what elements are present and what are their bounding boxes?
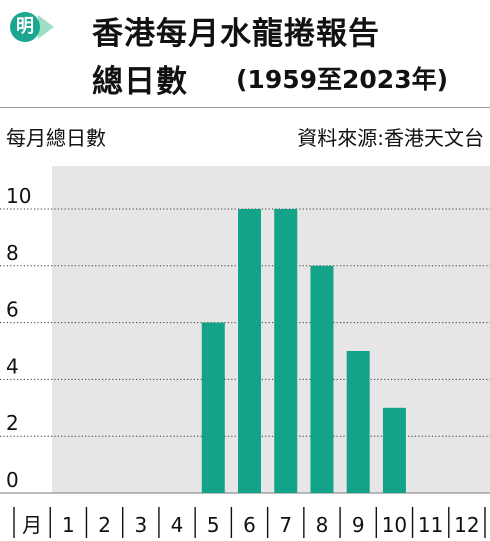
- x-tick-label: 2: [98, 513, 111, 537]
- chart-title-line1: 香港每月水龍捲報告: [92, 16, 380, 52]
- badge-arrow-icon: [38, 15, 54, 39]
- x-tick-label: 11: [418, 513, 443, 537]
- chart-title-line2: 總日數: [92, 64, 188, 100]
- publisher-badge: 明: [8, 8, 68, 44]
- x-tick-label: 4: [171, 513, 184, 537]
- bar-month-10: [382, 407, 406, 493]
- data-source-note: 資料來源:香港天文台: [297, 126, 484, 150]
- bar-month-9: [346, 351, 370, 493]
- badge-character: 明: [16, 16, 34, 37]
- bar-month-6: [238, 209, 261, 493]
- y-tick-label: 6: [6, 298, 19, 322]
- y-axis-title: 每月總日數: [6, 126, 106, 150]
- y-tick-label: 2: [6, 411, 19, 435]
- title-divider: [0, 107, 490, 108]
- y-tick-label: 8: [6, 241, 19, 265]
- x-tick-label: 12: [454, 513, 479, 537]
- x-tick-label: 3: [134, 513, 147, 537]
- y-tick-label: 10: [6, 184, 31, 208]
- plot-background: [52, 166, 490, 493]
- x-tick-label: 1: [62, 513, 75, 537]
- x-tick-label: 5: [207, 513, 220, 537]
- x-tick-label: 6: [243, 513, 256, 537]
- x-tick-label: 8: [316, 513, 329, 537]
- x-tick-label: 9: [352, 513, 365, 537]
- y-tick-label: 0: [6, 468, 19, 492]
- x-axis-unit-label: 月: [22, 513, 42, 537]
- chart-title-period: (1959至2023年): [236, 65, 449, 94]
- bar-month-8: [310, 265, 334, 493]
- y-tick-label: 4: [6, 354, 19, 378]
- x-tick-label: 7: [279, 513, 292, 537]
- badge-circle: [10, 12, 40, 42]
- x-tick-label: 10: [382, 513, 407, 537]
- bar-month-5: [201, 322, 225, 493]
- bar-month-7: [274, 209, 298, 493]
